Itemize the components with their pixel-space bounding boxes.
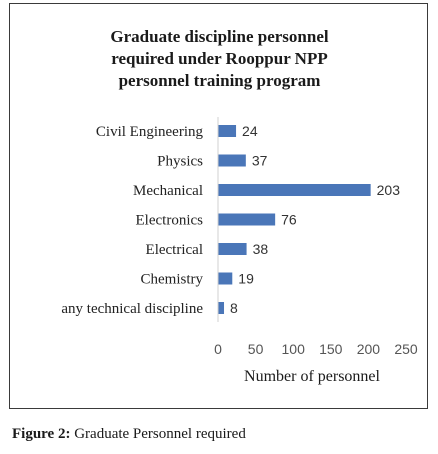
chart-title: Graduate discipline personnel required u… <box>10 26 429 92</box>
category-label-electrical: Electrical <box>146 242 203 258</box>
value-label-physics: 37 <box>252 153 268 169</box>
x-tick-label-0: 0 <box>214 341 222 357</box>
figure-caption: Figure 2: Graduate Personnel required <box>12 426 246 443</box>
chart-title-line-2: required under Rooppur NPP <box>111 49 328 68</box>
category-label-physics: Physics <box>157 154 203 170</box>
x-tick-label-150: 150 <box>319 341 343 357</box>
bar-physics <box>218 154 246 167</box>
x-tick-label-250: 250 <box>394 341 418 357</box>
bar-chart-plot: Civil Engineering 24 Physics 37 Mechanical 20… <box>61 117 418 385</box>
bar-chemistry <box>218 272 233 285</box>
value-label-civil-engineering: 24 <box>242 123 258 139</box>
chart-frame: Graduate discipline personnel required u… <box>9 3 428 409</box>
value-label-electrical: 38 <box>253 241 269 257</box>
chart-title-line-3: personnel training program <box>118 71 321 90</box>
x-tick-label-200: 200 <box>357 341 381 357</box>
category-label-any-technical-discipline: any technical discipline <box>61 301 203 317</box>
x-tick-label-50: 50 <box>248 341 264 357</box>
bar-mechanical <box>218 184 371 196</box>
x-tick-label-100: 100 <box>282 341 306 357</box>
category-label-electronics: Electronics <box>136 213 204 229</box>
bar-any-technical-discipline <box>218 302 225 314</box>
category-label-mechanical: Mechanical <box>133 183 203 199</box>
figure-caption-text: Graduate Personnel required <box>70 426 246 442</box>
value-label-chemistry: 19 <box>238 271 254 287</box>
bar-civil-engineering <box>218 125 237 137</box>
bar-electrical <box>218 243 247 255</box>
value-label-mechanical: 203 <box>377 182 401 198</box>
category-label-chemistry: Chemistry <box>141 272 204 288</box>
bar-electronics <box>218 213 276 226</box>
figure-caption-label: Figure 2: <box>12 426 71 442</box>
x-axis-title: Number of personnel <box>244 368 381 385</box>
value-label-any-technical-discipline: 8 <box>230 300 238 316</box>
chart-title-line-1: Graduate discipline personnel <box>110 27 329 46</box>
value-label-electronics: 76 <box>281 212 297 228</box>
category-label-civil-engineering: Civil Engineering <box>96 124 204 140</box>
